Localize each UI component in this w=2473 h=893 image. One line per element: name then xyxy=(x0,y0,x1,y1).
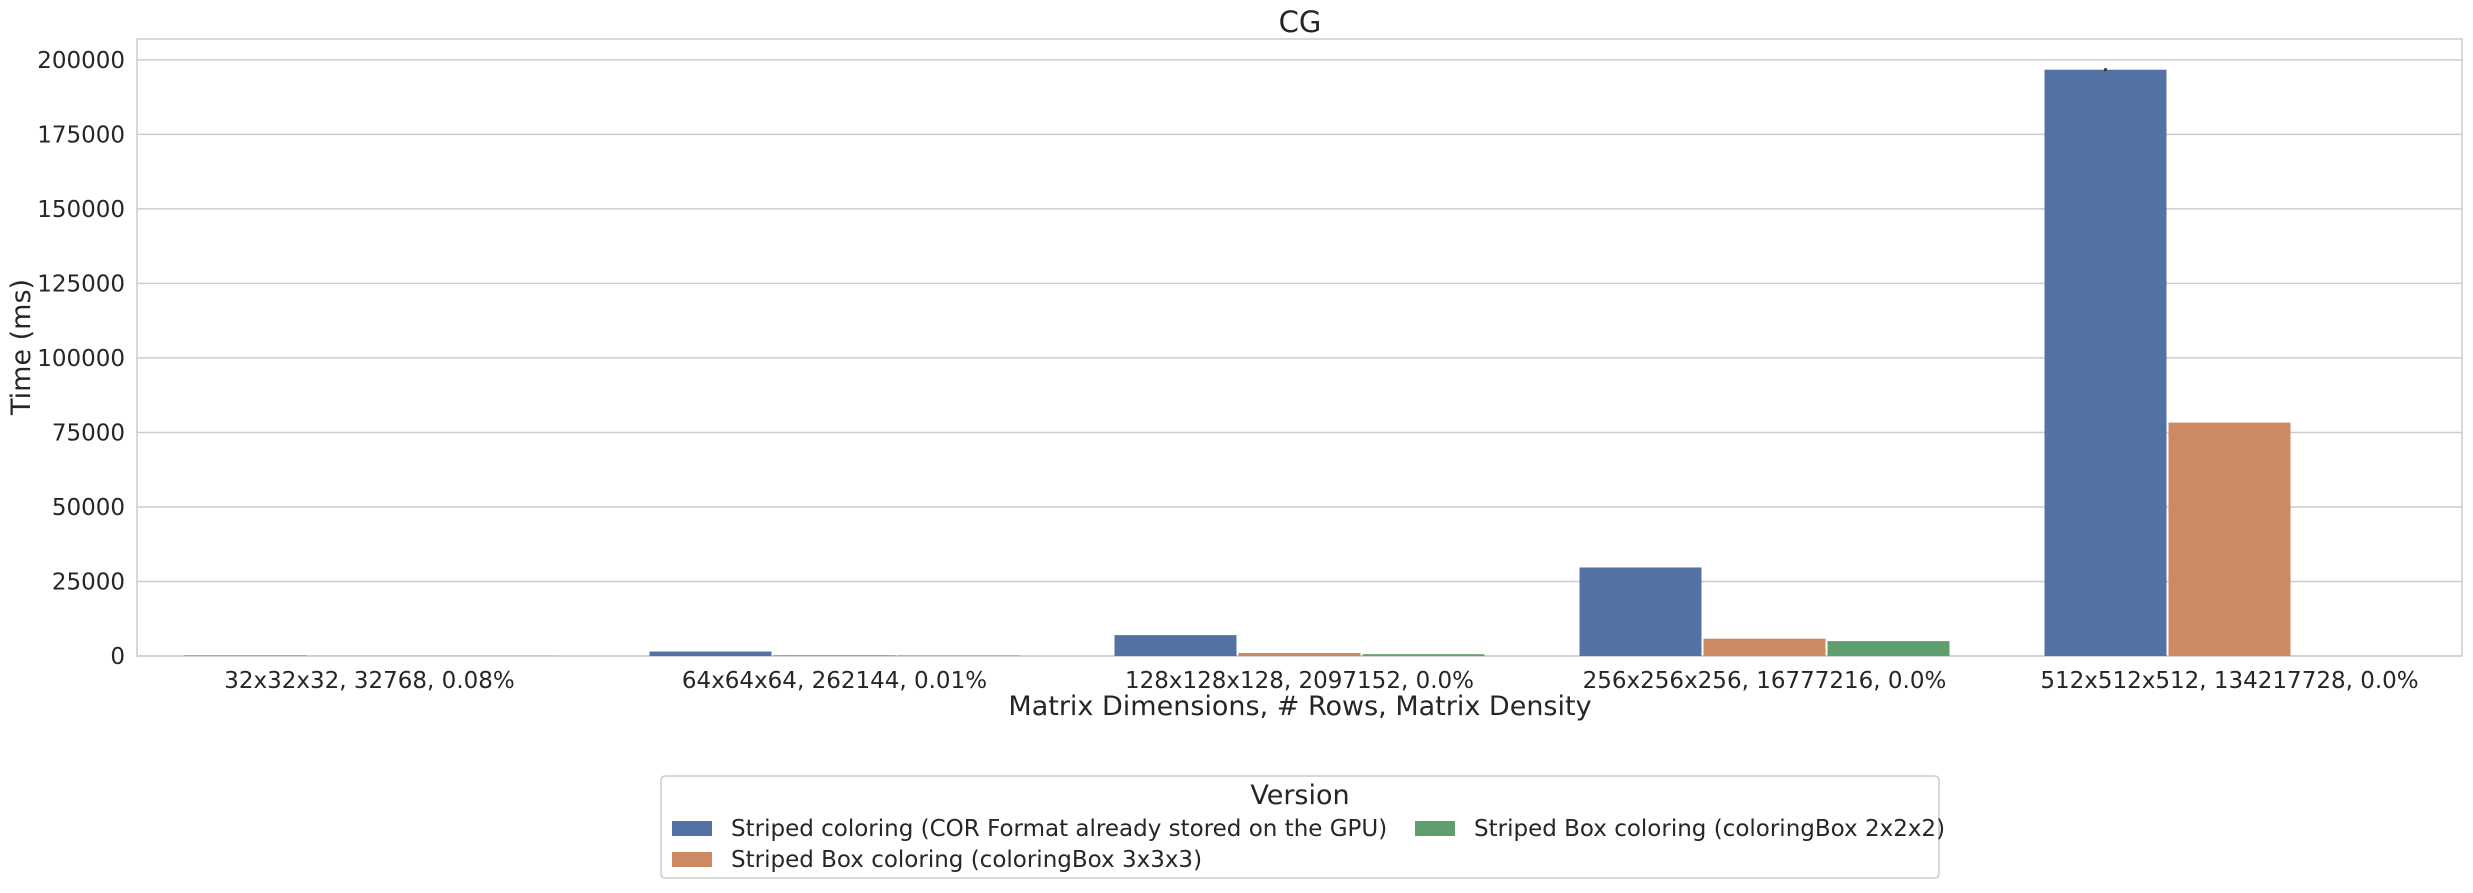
y-tick-label: 150000 xyxy=(37,197,125,223)
y-tick-labels: 0 25000 50000 75000 100000 125000 150000 175000… xyxy=(37,48,125,670)
legend: Version Striped coloring (COR Format alr… xyxy=(661,776,1945,878)
y-tick-label: 0 xyxy=(110,644,125,670)
y-tick-label: 125000 xyxy=(37,271,125,297)
legend-swatch-series-0 xyxy=(672,821,712,836)
legend-entry-series-1: Striped Box coloring (coloringBox 3x3x3) xyxy=(731,847,1202,873)
legend-entry-series-2: Striped Box coloring (coloringBox 2x2x2) xyxy=(1474,816,1945,842)
x-tick-label: 64x64x64, 262144, 0.01% xyxy=(682,668,987,694)
bar-series-0-category-4 xyxy=(2045,70,2167,656)
bar-series-1-category-3 xyxy=(1704,639,1826,656)
bar-series-2-category-2 xyxy=(1363,654,1485,656)
legend-swatch-series-1 xyxy=(672,852,712,867)
x-tick-label: 32x32x32, 32768, 0.08% xyxy=(224,668,515,694)
y-tick-label: 100000 xyxy=(37,346,125,372)
bar-series-0-category-3 xyxy=(1580,567,1702,656)
legend-swatch-series-2 xyxy=(1415,821,1455,836)
bar-series-0-category-1 xyxy=(650,652,772,656)
x-tick-label: 512x512x512, 134217728, 0.0% xyxy=(2040,668,2418,694)
x-axis-label: Matrix Dimensions, # Rows, Matrix Densit… xyxy=(1008,691,1591,722)
legend-entry-series-0: Striped coloring (COR Format already sto… xyxy=(731,816,1387,842)
y-tick-label: 75000 xyxy=(52,420,125,446)
chart-title: CG xyxy=(1279,5,1322,39)
bar-series-2-category-3 xyxy=(1828,641,1950,656)
y-tick-label: 25000 xyxy=(52,569,125,595)
y-tick-label: 200000 xyxy=(37,48,125,74)
bar-series-1-category-1 xyxy=(774,655,896,656)
x-tick-label: 256x256x256, 16777216, 0.0% xyxy=(1583,668,1947,694)
bar-series-1-category-2 xyxy=(1239,653,1361,656)
y-tick-label: 175000 xyxy=(37,122,125,148)
legend-title: Version xyxy=(1250,780,1349,811)
y-tick-label: 50000 xyxy=(52,495,125,521)
y-axis-label: Time (ms) xyxy=(6,279,37,416)
bar-series-0-category-2 xyxy=(1115,635,1237,656)
bar-series-1-category-4 xyxy=(2169,423,2291,656)
